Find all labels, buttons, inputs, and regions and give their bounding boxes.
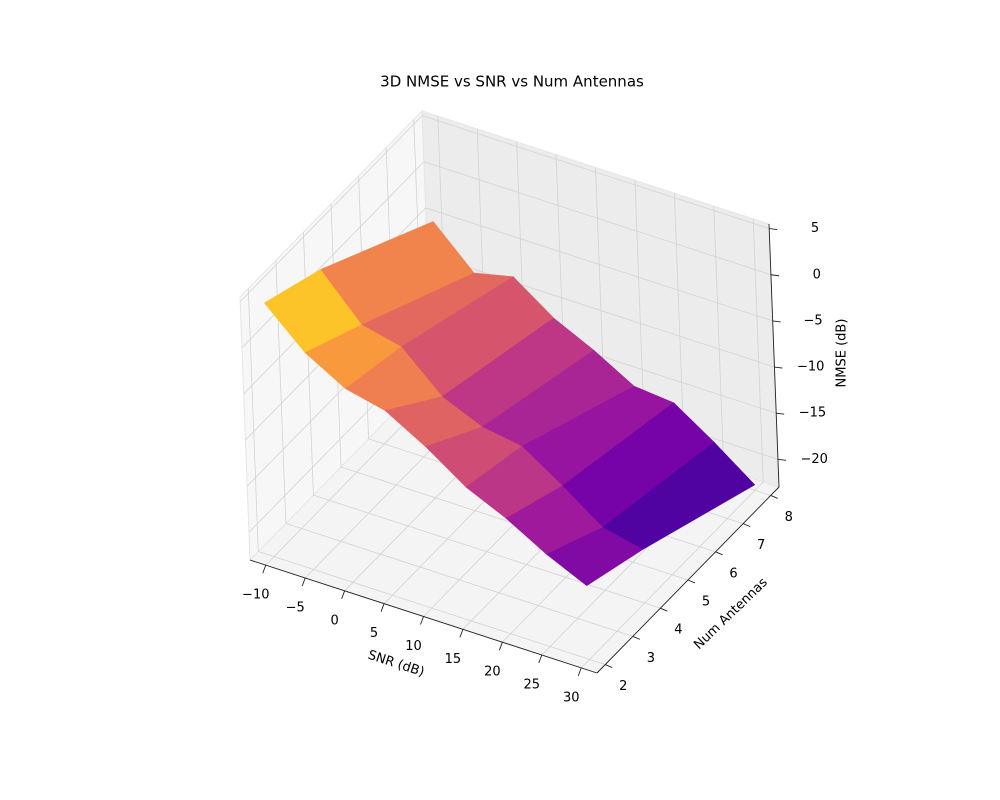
- y-axis-line: [596, 486, 780, 674]
- grid-line: [247, 288, 259, 552]
- z-tick-label: −15: [799, 406, 826, 421]
- z-tick-label: −10: [797, 360, 824, 375]
- x-tick-label: 0: [330, 613, 338, 628]
- axes: −10 −5 0 5 10 15 20 25 30 2 3 4 5 6 7 8 −20 −15 −10 −5 0 5: [242, 221, 828, 705]
- y-tick: [742, 523, 751, 528]
- y-tick-label: 3: [647, 651, 655, 666]
- z-tick-label: −5: [804, 313, 823, 328]
- x-tick-label: −10: [242, 588, 269, 603]
- grid-line: [313, 494, 661, 609]
- x-tick-label: 15: [445, 652, 462, 667]
- y-tick-label: 5: [702, 595, 710, 610]
- x-tick: [577, 667, 582, 677]
- grid-line: [425, 207, 773, 322]
- y-tick-label: 4: [674, 623, 682, 638]
- x-tick-label: 20: [484, 665, 501, 680]
- x-tick-label: 10: [405, 639, 422, 654]
- grid-line: [422, 115, 770, 229]
- x-tick: [262, 564, 267, 574]
- z-tick-label: 0: [813, 267, 821, 282]
- grid-line: [713, 206, 725, 470]
- x-tick: [538, 654, 543, 664]
- surface: [263, 221, 756, 586]
- grid-line: [258, 551, 606, 665]
- z-tick: [776, 412, 785, 415]
- y-axis-label: Num Antennas: [691, 575, 771, 653]
- surface-face: [546, 527, 644, 586]
- x-tick: [459, 629, 464, 638]
- x-tick: [380, 603, 385, 612]
- grid-line: [423, 161, 772, 276]
- z-tick-label: 5: [811, 221, 819, 236]
- y-tick: [687, 579, 696, 584]
- z-tick: [774, 366, 783, 369]
- x-tick-label: −5: [286, 600, 305, 615]
- y-tick: [632, 635, 641, 640]
- x-tick: [301, 577, 306, 587]
- grid-line: [241, 161, 425, 349]
- y-tick: [605, 664, 613, 668]
- x-tick: [498, 642, 503, 651]
- x-tick-label: 5: [370, 626, 378, 641]
- x-tick: [341, 590, 346, 599]
- z-tick: [769, 228, 778, 231]
- y-tick-label: 7: [757, 538, 765, 553]
- y-tick: [660, 607, 668, 612]
- grid-line: [752, 218, 764, 482]
- grid-line: [303, 232, 314, 496]
- grid-line: [239, 115, 423, 302]
- x-tick-label: 25: [524, 678, 541, 693]
- x-tick: [420, 616, 424, 625]
- z-tick: [772, 320, 781, 323]
- y-tick: [715, 551, 723, 556]
- z-tick: [770, 274, 779, 277]
- z-tick: [777, 458, 787, 461]
- x-axis-line: [249, 559, 598, 674]
- z-axis-label: NMSE (dB): [835, 319, 850, 388]
- grid-line: [285, 522, 633, 637]
- grid-line: [427, 253, 775, 368]
- y-tick: [770, 495, 778, 499]
- y-tick-label: 6: [729, 566, 737, 581]
- y-tick-label: 2: [619, 679, 627, 694]
- z-tick-label: −20: [801, 452, 828, 467]
- chart-title: 3D NMSE vs SNR vs Num Antennas: [380, 73, 644, 91]
- x-tick-label: 30: [563, 690, 580, 705]
- y-tick-label: 8: [785, 510, 793, 525]
- z-axis-line: [768, 223, 780, 488]
